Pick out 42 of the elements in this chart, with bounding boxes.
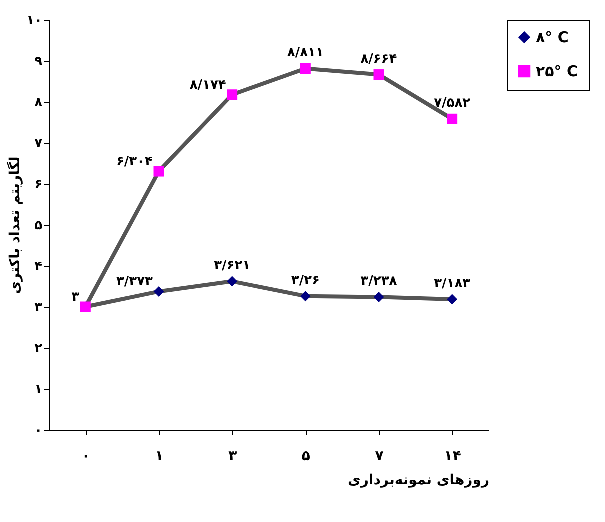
y-tick-label: ۴ bbox=[34, 260, 43, 274]
data-label: ۳/۶۲۱ bbox=[214, 258, 251, 274]
x-tick-label: ۰ bbox=[82, 448, 90, 464]
legend-label: ۲۵° C bbox=[536, 62, 578, 80]
y-tick-label: ۷ bbox=[34, 136, 43, 152]
point bbox=[374, 70, 384, 80]
data-label: ۸/۱۷۴ bbox=[190, 78, 226, 93]
data-label: ۷/۵۸۲ bbox=[434, 96, 471, 112]
point bbox=[227, 276, 238, 287]
data-label: ۳ bbox=[72, 290, 80, 305]
x-axis-title: روزهای نمونه‌برداری bbox=[348, 472, 490, 488]
point bbox=[447, 294, 458, 305]
y-tick-label: ۲ bbox=[34, 342, 43, 356]
data-label: ۳/۲۳۸ bbox=[360, 274, 398, 290]
x-tick-label: ۷ bbox=[375, 448, 384, 464]
data-label: ۸/۸۱۱ bbox=[287, 46, 324, 61]
y-tick-label: ۳ bbox=[34, 300, 43, 316]
point bbox=[300, 64, 311, 74]
data-label: ۳/۱۸۳ bbox=[434, 276, 471, 292]
y-tick-label: ۱ bbox=[34, 382, 42, 398]
y-axis-title: لگاریتم تعداد باکتری bbox=[6, 156, 24, 294]
x-tick-label: ۱۴ bbox=[444, 448, 462, 464]
x-tick-label: ۳ bbox=[228, 448, 238, 464]
legend-label: ۸° C bbox=[536, 28, 569, 46]
data-label: ۳/۳۷۳ bbox=[116, 274, 154, 290]
y-tick-label: ۱۰ bbox=[26, 14, 42, 28]
point bbox=[154, 286, 164, 297]
data-label: ۶/۳۰۴ bbox=[116, 154, 154, 170]
x-tick-label: ۵ bbox=[302, 448, 311, 464]
point bbox=[300, 291, 311, 302]
data-label: ۳/۲۶ bbox=[291, 273, 320, 288]
y-tick-label: ۶ bbox=[34, 178, 42, 192]
point bbox=[447, 114, 458, 124]
y-tick-label: ۰ bbox=[34, 424, 42, 438]
point bbox=[154, 166, 164, 177]
y-tick-label: ۸ bbox=[34, 96, 43, 110]
point bbox=[374, 292, 384, 302]
y-tick-label: ۹ bbox=[34, 54, 43, 70]
x-tick-label: ۱ bbox=[155, 448, 164, 464]
point bbox=[227, 90, 238, 100]
y-tick-label: ۵ bbox=[34, 218, 43, 234]
data-label: ۸/۶۶۴ bbox=[360, 52, 398, 67]
